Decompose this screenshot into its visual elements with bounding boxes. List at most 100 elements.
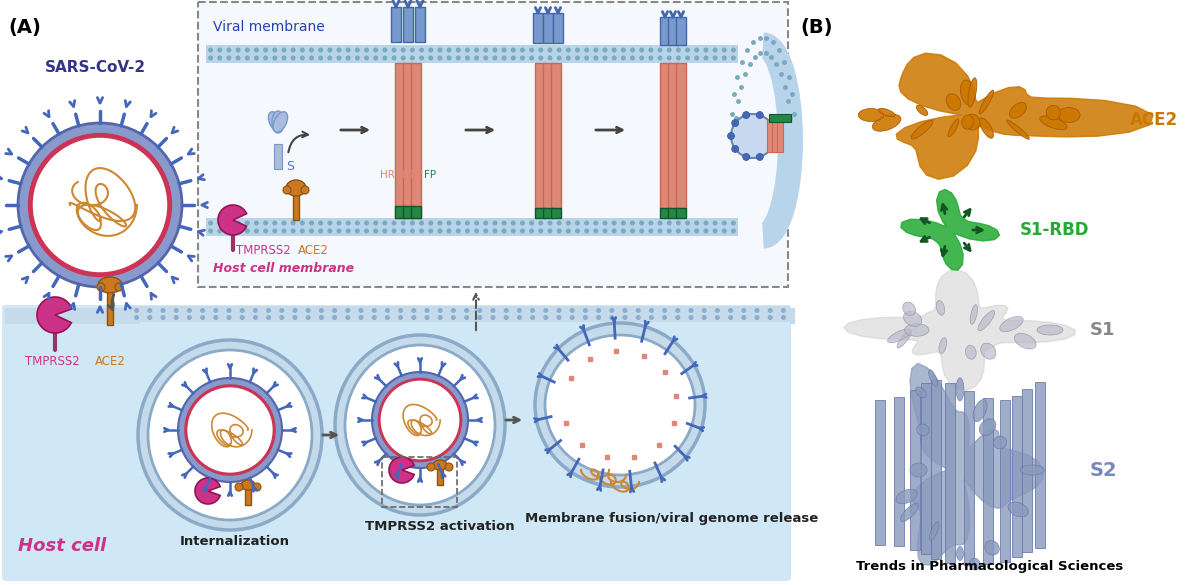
Circle shape <box>649 315 654 320</box>
Ellipse shape <box>1039 116 1067 130</box>
Circle shape <box>557 308 562 313</box>
Ellipse shape <box>1058 108 1080 122</box>
Circle shape <box>702 308 707 313</box>
Circle shape <box>602 56 607 60</box>
Bar <box>535 208 545 218</box>
Circle shape <box>630 56 635 60</box>
Circle shape <box>492 229 498 233</box>
Bar <box>894 397 905 546</box>
Bar <box>931 380 941 559</box>
Circle shape <box>253 315 258 320</box>
Circle shape <box>520 47 524 53</box>
Circle shape <box>721 56 727 60</box>
Circle shape <box>566 56 571 60</box>
Circle shape <box>318 221 323 226</box>
Circle shape <box>474 47 479 53</box>
Circle shape <box>282 47 287 53</box>
Circle shape <box>134 315 139 320</box>
Circle shape <box>689 308 694 313</box>
Circle shape <box>428 221 433 226</box>
Circle shape <box>272 229 277 233</box>
Circle shape <box>355 47 360 53</box>
Circle shape <box>290 56 295 60</box>
Ellipse shape <box>148 350 312 520</box>
Ellipse shape <box>968 78 977 107</box>
Circle shape <box>612 47 617 53</box>
Circle shape <box>520 221 524 226</box>
Bar <box>660 208 670 218</box>
Circle shape <box>695 56 700 60</box>
Bar <box>391 7 401 42</box>
Circle shape <box>583 315 588 320</box>
Ellipse shape <box>902 302 916 315</box>
Bar <box>796 0 1200 585</box>
Ellipse shape <box>545 335 695 475</box>
Circle shape <box>502 221 506 226</box>
Text: HR1: HR1 <box>380 170 402 180</box>
Circle shape <box>410 221 415 226</box>
Ellipse shape <box>433 460 446 470</box>
Text: Trends in Pharmacological Sciences: Trends in Pharmacological Sciences <box>857 560 1123 573</box>
Circle shape <box>612 221 617 226</box>
Circle shape <box>456 221 461 226</box>
Ellipse shape <box>929 370 937 386</box>
Circle shape <box>383 229 388 233</box>
Polygon shape <box>844 270 1075 390</box>
Ellipse shape <box>98 277 122 293</box>
Circle shape <box>200 315 205 320</box>
Circle shape <box>584 229 589 233</box>
Circle shape <box>282 229 287 233</box>
Text: TMPRSS2: TMPRSS2 <box>236 244 290 257</box>
Circle shape <box>658 56 662 60</box>
Ellipse shape <box>970 558 980 570</box>
Circle shape <box>492 47 498 53</box>
Circle shape <box>383 221 388 226</box>
Circle shape <box>178 378 282 482</box>
Circle shape <box>517 315 522 320</box>
Circle shape <box>703 229 708 233</box>
Circle shape <box>755 315 760 320</box>
Text: ACE2: ACE2 <box>1130 111 1178 129</box>
Text: S: S <box>286 160 294 173</box>
Circle shape <box>721 47 727 53</box>
Circle shape <box>676 56 680 60</box>
Bar <box>5 308 140 324</box>
Ellipse shape <box>1008 502 1028 517</box>
Circle shape <box>336 47 342 53</box>
Circle shape <box>695 229 700 233</box>
Bar <box>676 63 686 208</box>
Circle shape <box>640 56 644 60</box>
Circle shape <box>695 47 700 53</box>
Ellipse shape <box>1009 102 1026 118</box>
Polygon shape <box>901 190 1000 270</box>
Ellipse shape <box>898 331 912 348</box>
Circle shape <box>743 153 750 160</box>
Circle shape <box>328 229 332 233</box>
Circle shape <box>346 229 350 233</box>
Circle shape <box>254 229 259 233</box>
Circle shape <box>253 308 258 313</box>
Polygon shape <box>896 53 1153 179</box>
Circle shape <box>547 229 552 233</box>
Circle shape <box>640 229 644 233</box>
Circle shape <box>308 56 314 60</box>
Text: (B): (B) <box>800 18 833 37</box>
Bar <box>403 7 413 42</box>
Circle shape <box>318 229 323 233</box>
Circle shape <box>658 229 662 233</box>
Bar <box>198 2 788 287</box>
Circle shape <box>391 47 396 53</box>
Circle shape <box>364 229 370 233</box>
Bar <box>403 63 413 218</box>
Circle shape <box>217 47 222 53</box>
Circle shape <box>530 315 535 320</box>
Circle shape <box>355 221 360 226</box>
Circle shape <box>456 47 461 53</box>
Circle shape <box>451 308 456 313</box>
Bar <box>274 144 282 169</box>
Ellipse shape <box>936 301 944 315</box>
Circle shape <box>240 315 245 320</box>
Circle shape <box>575 229 580 233</box>
Circle shape <box>438 315 443 320</box>
Circle shape <box>575 47 580 53</box>
